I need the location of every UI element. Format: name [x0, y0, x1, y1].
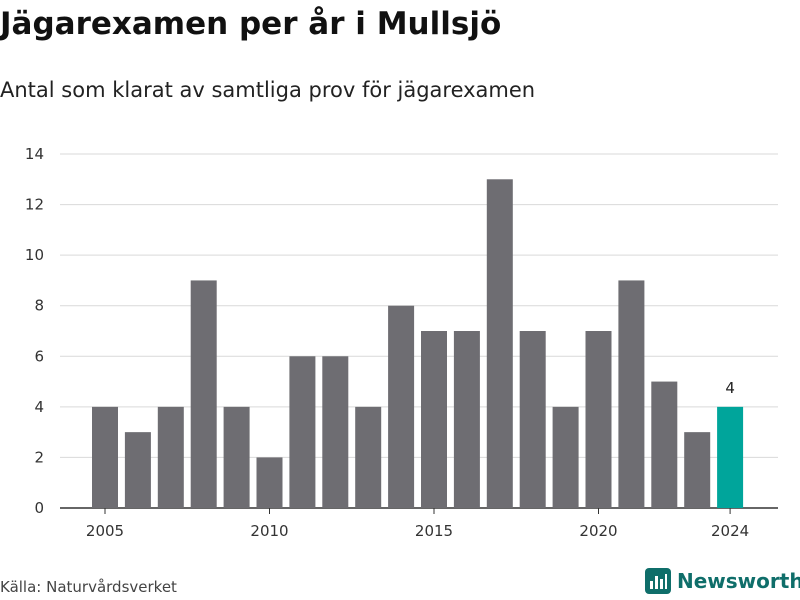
data-label: 4 — [725, 379, 735, 397]
bar — [355, 406, 382, 508]
data-labels: 4 — [725, 379, 735, 397]
bar — [421, 331, 447, 508]
y-tick-label: 10 — [25, 246, 44, 264]
x-tick-label: 2005 — [86, 522, 124, 540]
bar — [190, 280, 217, 508]
bar — [256, 457, 283, 508]
source-note: Källa: Naturvårdsverket — [0, 578, 177, 596]
x-tick-label: 2010 — [250, 522, 288, 540]
x-tick-label: 2024 — [711, 522, 749, 540]
bar — [519, 331, 546, 508]
y-tick-label: 14 — [25, 145, 44, 163]
y-tick-label: 4 — [34, 398, 44, 416]
y-tick-label: 8 — [34, 297, 44, 315]
bar — [92, 406, 118, 508]
bar — [684, 432, 711, 508]
x-axis-ticks: 2005 2010 2015 2020 2024 — [86, 508, 749, 540]
y-tick-label: 6 — [34, 347, 44, 365]
chart-subtitle: Antal som klarat av samtliga prov för jä… — [0, 78, 536, 102]
x-tick-label: 2015 — [415, 522, 453, 540]
brand-logo[interactable]: Newsworthy — [645, 568, 800, 594]
bar — [651, 381, 678, 508]
bar — [124, 432, 151, 508]
bar-highlighted — [717, 406, 744, 508]
bar — [157, 406, 184, 508]
y-axis-ticks: 0 2 4 6 8 10 12 14 — [25, 145, 44, 517]
y-tick-label: 0 — [34, 499, 44, 517]
bar — [585, 331, 612, 508]
bar — [618, 280, 645, 508]
chart-title: Jägarexamen per år i Mullsjö — [0, 6, 502, 42]
brand-name: Newsworthy — [677, 569, 800, 593]
bar — [289, 356, 316, 508]
y-tick-label: 2 — [34, 448, 44, 466]
bar — [552, 406, 579, 508]
bars — [92, 179, 744, 509]
bar — [486, 179, 513, 509]
bar — [322, 356, 349, 508]
x-tick-label: 2020 — [579, 522, 617, 540]
bar — [388, 305, 415, 508]
bar — [223, 406, 250, 508]
bar-chart-icon — [645, 568, 671, 594]
y-tick-label: 12 — [25, 196, 44, 214]
bar — [453, 331, 480, 508]
